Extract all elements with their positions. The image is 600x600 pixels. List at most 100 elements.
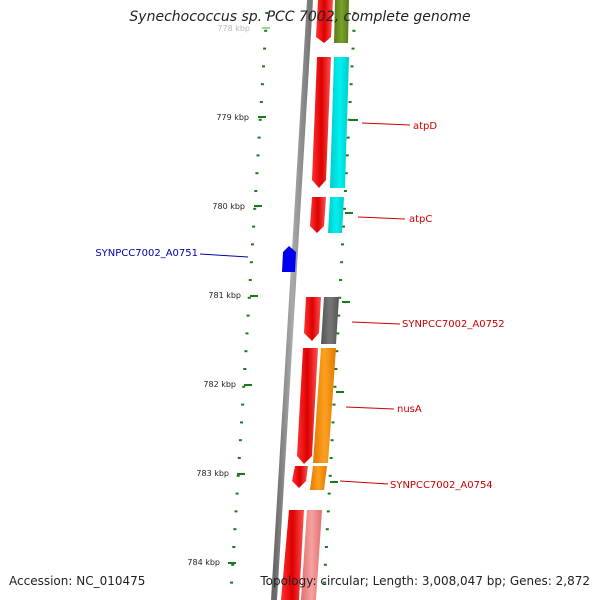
accession-text: Accession: NC_010475: [9, 574, 146, 588]
cog-cyan-atpD[interactable]: [330, 57, 349, 188]
ruler-minor-tick: [260, 83, 264, 86]
gene-forward-a0751[interactable]: [282, 246, 296, 272]
gene-atpC[interactable]: [310, 197, 326, 233]
label-nusA[interactable]: nusA: [397, 404, 422, 415]
ruler-minor-tick: [329, 457, 333, 459]
gene-atpD[interactable]: [312, 57, 331, 188]
ruler-minor-tick: [235, 492, 239, 495]
ruler-minor-tick: [265, 12, 269, 14]
ruler-minor-tick: [251, 243, 254, 246]
ruler-minor-tick: [234, 510, 238, 513]
gene-nusA[interactable]: [297, 348, 318, 464]
ruler-minor-tick: [249, 261, 253, 264]
right-ruler: [323, 12, 357, 584]
ruler-minor-tick: [237, 457, 241, 459]
cog-gray[interactable]: [321, 297, 339, 344]
ruler-minor-tick: [336, 332, 340, 335]
ruler-minor-tick: [245, 332, 249, 335]
ruler-minor-tick: [340, 261, 344, 264]
ruler-minor-tick: [337, 314, 341, 317]
ruler-minor-tick: [240, 421, 243, 424]
ruler-minor-tick: [334, 368, 338, 370]
ruler-minor-tick: [352, 29, 356, 32]
label-a0752[interactable]: SYNPCC7002_A0752: [402, 319, 505, 330]
ruler-minor-tick: [243, 368, 247, 370]
cog-pink[interactable]: [301, 510, 322, 600]
ruler-minor-tick: [330, 439, 334, 442]
ruler-minor-tick: [246, 314, 250, 317]
ruler-minor-tick: [244, 350, 248, 353]
gene-bottom[interactable]: [281, 510, 304, 600]
ruler-minor-tick: [344, 172, 348, 175]
ruler-minor-tick: [326, 510, 330, 513]
ruler-minor-tick: [343, 190, 347, 192]
ruler-minor-tick: [349, 83, 353, 86]
cog-orange-a0754[interactable]: [310, 466, 327, 490]
gene-a0754[interactable]: [292, 466, 308, 488]
ruler-minor-tick: [323, 563, 327, 566]
gene-labels: atpD atpC SYNPCC7002_A0751 SYNPCC7002_A0…: [95, 121, 504, 491]
ruler-minor-tick: [324, 546, 328, 548]
ruler-track: [230, 12, 269, 584]
label-atpD[interactable]: atpD: [413, 121, 437, 132]
gene-top-partial[interactable]: [316, 0, 333, 43]
genome-summary: Topology: circular; Length: 3,008,047 bp…: [260, 574, 590, 588]
ruler-minor-tick: [262, 65, 265, 68]
ruler-minor-tick: [351, 47, 355, 50]
ruler-minor-tick: [256, 154, 260, 157]
map-title: Synechococcus sp. PCC 7002, complete gen…: [129, 9, 471, 25]
ruler-minor-tick: [323, 581, 326, 584]
ruler-minor-tick: [231, 563, 235, 566]
ruler-minor-tick: [331, 421, 335, 424]
ruler-minor-tick: [230, 581, 234, 584]
ruler-minor-tick: [342, 225, 345, 228]
ruler-minor-tick: [341, 243, 344, 246]
cog-cyan-atpC[interactable]: [328, 197, 344, 233]
ruler-minor-tick: [348, 101, 352, 103]
ruler-minor-tick: [254, 190, 258, 192]
ruler-minor-tick: [258, 118, 262, 121]
ruler-label-top: 778 kbp: [217, 24, 250, 33]
ruler-label: 783 kbp: [196, 469, 229, 478]
ruler-minor-tick: [241, 403, 245, 406]
ruler-minor-tick: [233, 528, 237, 531]
ruler-minor-tick: [259, 101, 263, 103]
ruler-label: 781 kbp: [208, 291, 241, 300]
ruler-label: 779 kbp: [216, 113, 249, 122]
label-a0751[interactable]: SYNPCC7002_A0751: [95, 248, 198, 259]
ruler-minor-tick: [338, 296, 342, 299]
ruler-minor-tick: [345, 154, 349, 157]
ruler-label: 780 kbp: [212, 202, 245, 211]
ruler-minor-tick: [238, 439, 242, 442]
genome-backbone: [271, 0, 313, 600]
ruler-label: 782 kbp: [203, 380, 236, 389]
ruler-minor-tick: [252, 225, 256, 228]
ruler-minor-tick: [346, 136, 350, 139]
ruler-minor-tick: [332, 403, 336, 406]
ruler-minor-tick: [247, 296, 251, 299]
label-atpC[interactable]: atpC: [409, 214, 432, 225]
ruler-minor-tick: [232, 546, 236, 548]
ruler-minor-tick: [253, 207, 257, 210]
ruler-minor-tick: [263, 47, 267, 50]
ruler-minor-tick: [347, 118, 351, 121]
ruler-minor-tick: [350, 65, 354, 68]
ruler-label: 784 kbp: [187, 558, 220, 567]
ruler-minor-tick: [333, 385, 337, 388]
cog-olive[interactable]: [334, 0, 349, 43]
right-ruler-ticks: [330, 119, 358, 483]
ruler-minor-tick: [255, 172, 259, 175]
ruler-minor-tick: [248, 279, 252, 281]
ruler-minor-tick: [339, 279, 343, 281]
ruler-minor-tick: [264, 29, 268, 32]
gene-a0752[interactable]: [304, 297, 321, 341]
ruler-minor-tick: [236, 474, 240, 477]
ruler-minor-tick: [242, 385, 246, 388]
ruler-scale: 778 kbp 779 kbp 780 kbp 781 kbp 782 kbp …: [187, 24, 270, 567]
ruler-minor-tick: [327, 492, 331, 495]
ruler-minor-tick: [257, 136, 261, 139]
label-a0754[interactable]: SYNPCC7002_A0754: [390, 480, 493, 491]
ruler-minor-tick: [342, 207, 346, 210]
cog-orange-nusA[interactable]: [313, 348, 336, 463]
